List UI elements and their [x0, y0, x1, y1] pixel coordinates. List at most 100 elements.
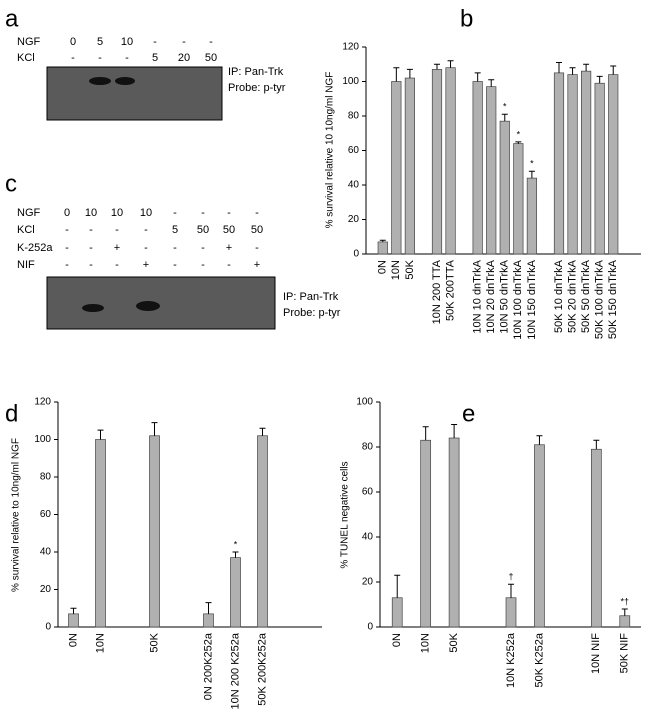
error-bar — [394, 574, 401, 598]
y-tick-label: 0 — [353, 249, 359, 260]
row-label: K-252a — [17, 242, 53, 254]
x-tick-label: 10N 150 dnTrkA — [526, 259, 538, 339]
y-tick-label: 40 — [40, 547, 52, 558]
cell: - — [255, 207, 259, 219]
cell: - — [65, 242, 69, 254]
x-tick-label: 10N 200 K252a — [229, 632, 241, 709]
bar — [472, 81, 483, 255]
cell: - — [71, 52, 75, 64]
annotation: * — [234, 539, 238, 549]
cell: - — [201, 259, 205, 271]
x-tick-label: 50K — [404, 259, 416, 279]
cell: 10 — [85, 207, 97, 219]
bar — [391, 81, 402, 255]
y-tick-label: 60 — [40, 509, 52, 520]
bar — [257, 435, 268, 628]
panel-letter: b — [460, 5, 473, 32]
x-tick-label: 10N 200 TTA — [431, 259, 443, 324]
error-bar — [97, 429, 104, 440]
error-bar — [610, 65, 617, 75]
x-tick-label: 10N NIF — [590, 633, 602, 674]
bar — [590, 448, 602, 628]
y-tick-label: 100 — [34, 434, 51, 445]
cell: + — [114, 242, 120, 254]
x-tick-label: 0N — [391, 633, 403, 647]
band — [89, 77, 111, 85]
error-bar — [621, 608, 628, 616]
error-bar — [406, 68, 413, 79]
cell: 50 — [251, 224, 263, 236]
x-tick-label: 50K 200TTA — [444, 259, 456, 321]
error-bar — [593, 439, 600, 450]
band — [82, 304, 104, 312]
panel-letter: a — [5, 5, 19, 32]
y-tick-label: 60 — [348, 145, 360, 156]
blot-c — [46, 276, 276, 330]
row-label: NIF — [17, 259, 35, 271]
row-label: NGF — [17, 36, 41, 48]
y-tick-label: 80 — [348, 111, 360, 122]
cell: + — [143, 259, 149, 271]
cell: - — [153, 36, 157, 48]
x-tick-label: 50K NIF — [619, 633, 631, 674]
error-bar — [536, 435, 543, 445]
error-bar — [596, 75, 603, 84]
x-tick-label: 0N — [377, 260, 389, 274]
annotation: * — [503, 102, 507, 112]
ip-label: IP: Pan-Trk — [228, 66, 284, 78]
y-tick-label: 80 — [362, 442, 374, 453]
error-bar — [488, 79, 495, 87]
blot-a — [46, 66, 223, 121]
y-tick-label: 100 — [342, 76, 359, 87]
error-bar — [70, 607, 77, 614]
cell: - — [182, 36, 186, 48]
error-bar — [583, 63, 590, 72]
bar — [149, 435, 160, 628]
bar — [486, 86, 497, 255]
bar — [445, 67, 456, 255]
cell: + — [254, 259, 260, 271]
cell: - — [209, 36, 213, 48]
row-label: KCl — [17, 52, 35, 64]
cell: - — [98, 52, 102, 64]
bar — [505, 597, 517, 628]
y-tick-label: 20 — [40, 584, 52, 595]
cell: - — [115, 224, 119, 236]
bar — [581, 70, 592, 255]
y-tick-label: 40 — [362, 532, 374, 543]
bar — [608, 74, 619, 255]
cell: 5 — [152, 52, 158, 64]
y-tick-label: 80 — [40, 472, 52, 483]
bar — [619, 615, 631, 628]
cell: - — [89, 242, 93, 254]
cell: - — [65, 259, 69, 271]
cell: 5 — [97, 36, 103, 48]
bar — [68, 613, 79, 628]
cell: - — [144, 242, 148, 254]
bar — [594, 82, 605, 255]
annotation: *† — [621, 596, 630, 606]
error-bar — [474, 72, 481, 82]
x-tick-label: 50K 50 dnTrkA — [580, 259, 592, 333]
x-tick-label: 0N — [67, 633, 79, 647]
cell: - — [125, 52, 129, 64]
band — [136, 301, 160, 311]
cell: + — [226, 242, 232, 254]
x-tick-label: 50K — [448, 632, 460, 652]
error-bar — [232, 551, 239, 558]
cell: - — [201, 207, 205, 219]
cell: - — [255, 242, 259, 254]
cell: - — [89, 259, 93, 271]
y-axis-label: % survival relative to 10ng/ml NGF — [11, 438, 22, 592]
y-tick-label: 100 — [356, 397, 373, 408]
cell: 20 — [178, 52, 190, 64]
error-bar — [569, 67, 576, 75]
error-bar — [151, 422, 158, 436]
bar — [95, 439, 106, 628]
y-axis-label: % TUNEL negative cells — [340, 461, 351, 568]
error-bar — [515, 141, 522, 144]
error-bar — [528, 170, 535, 179]
annotation: * — [530, 159, 534, 169]
cell: 10 — [111, 207, 123, 219]
